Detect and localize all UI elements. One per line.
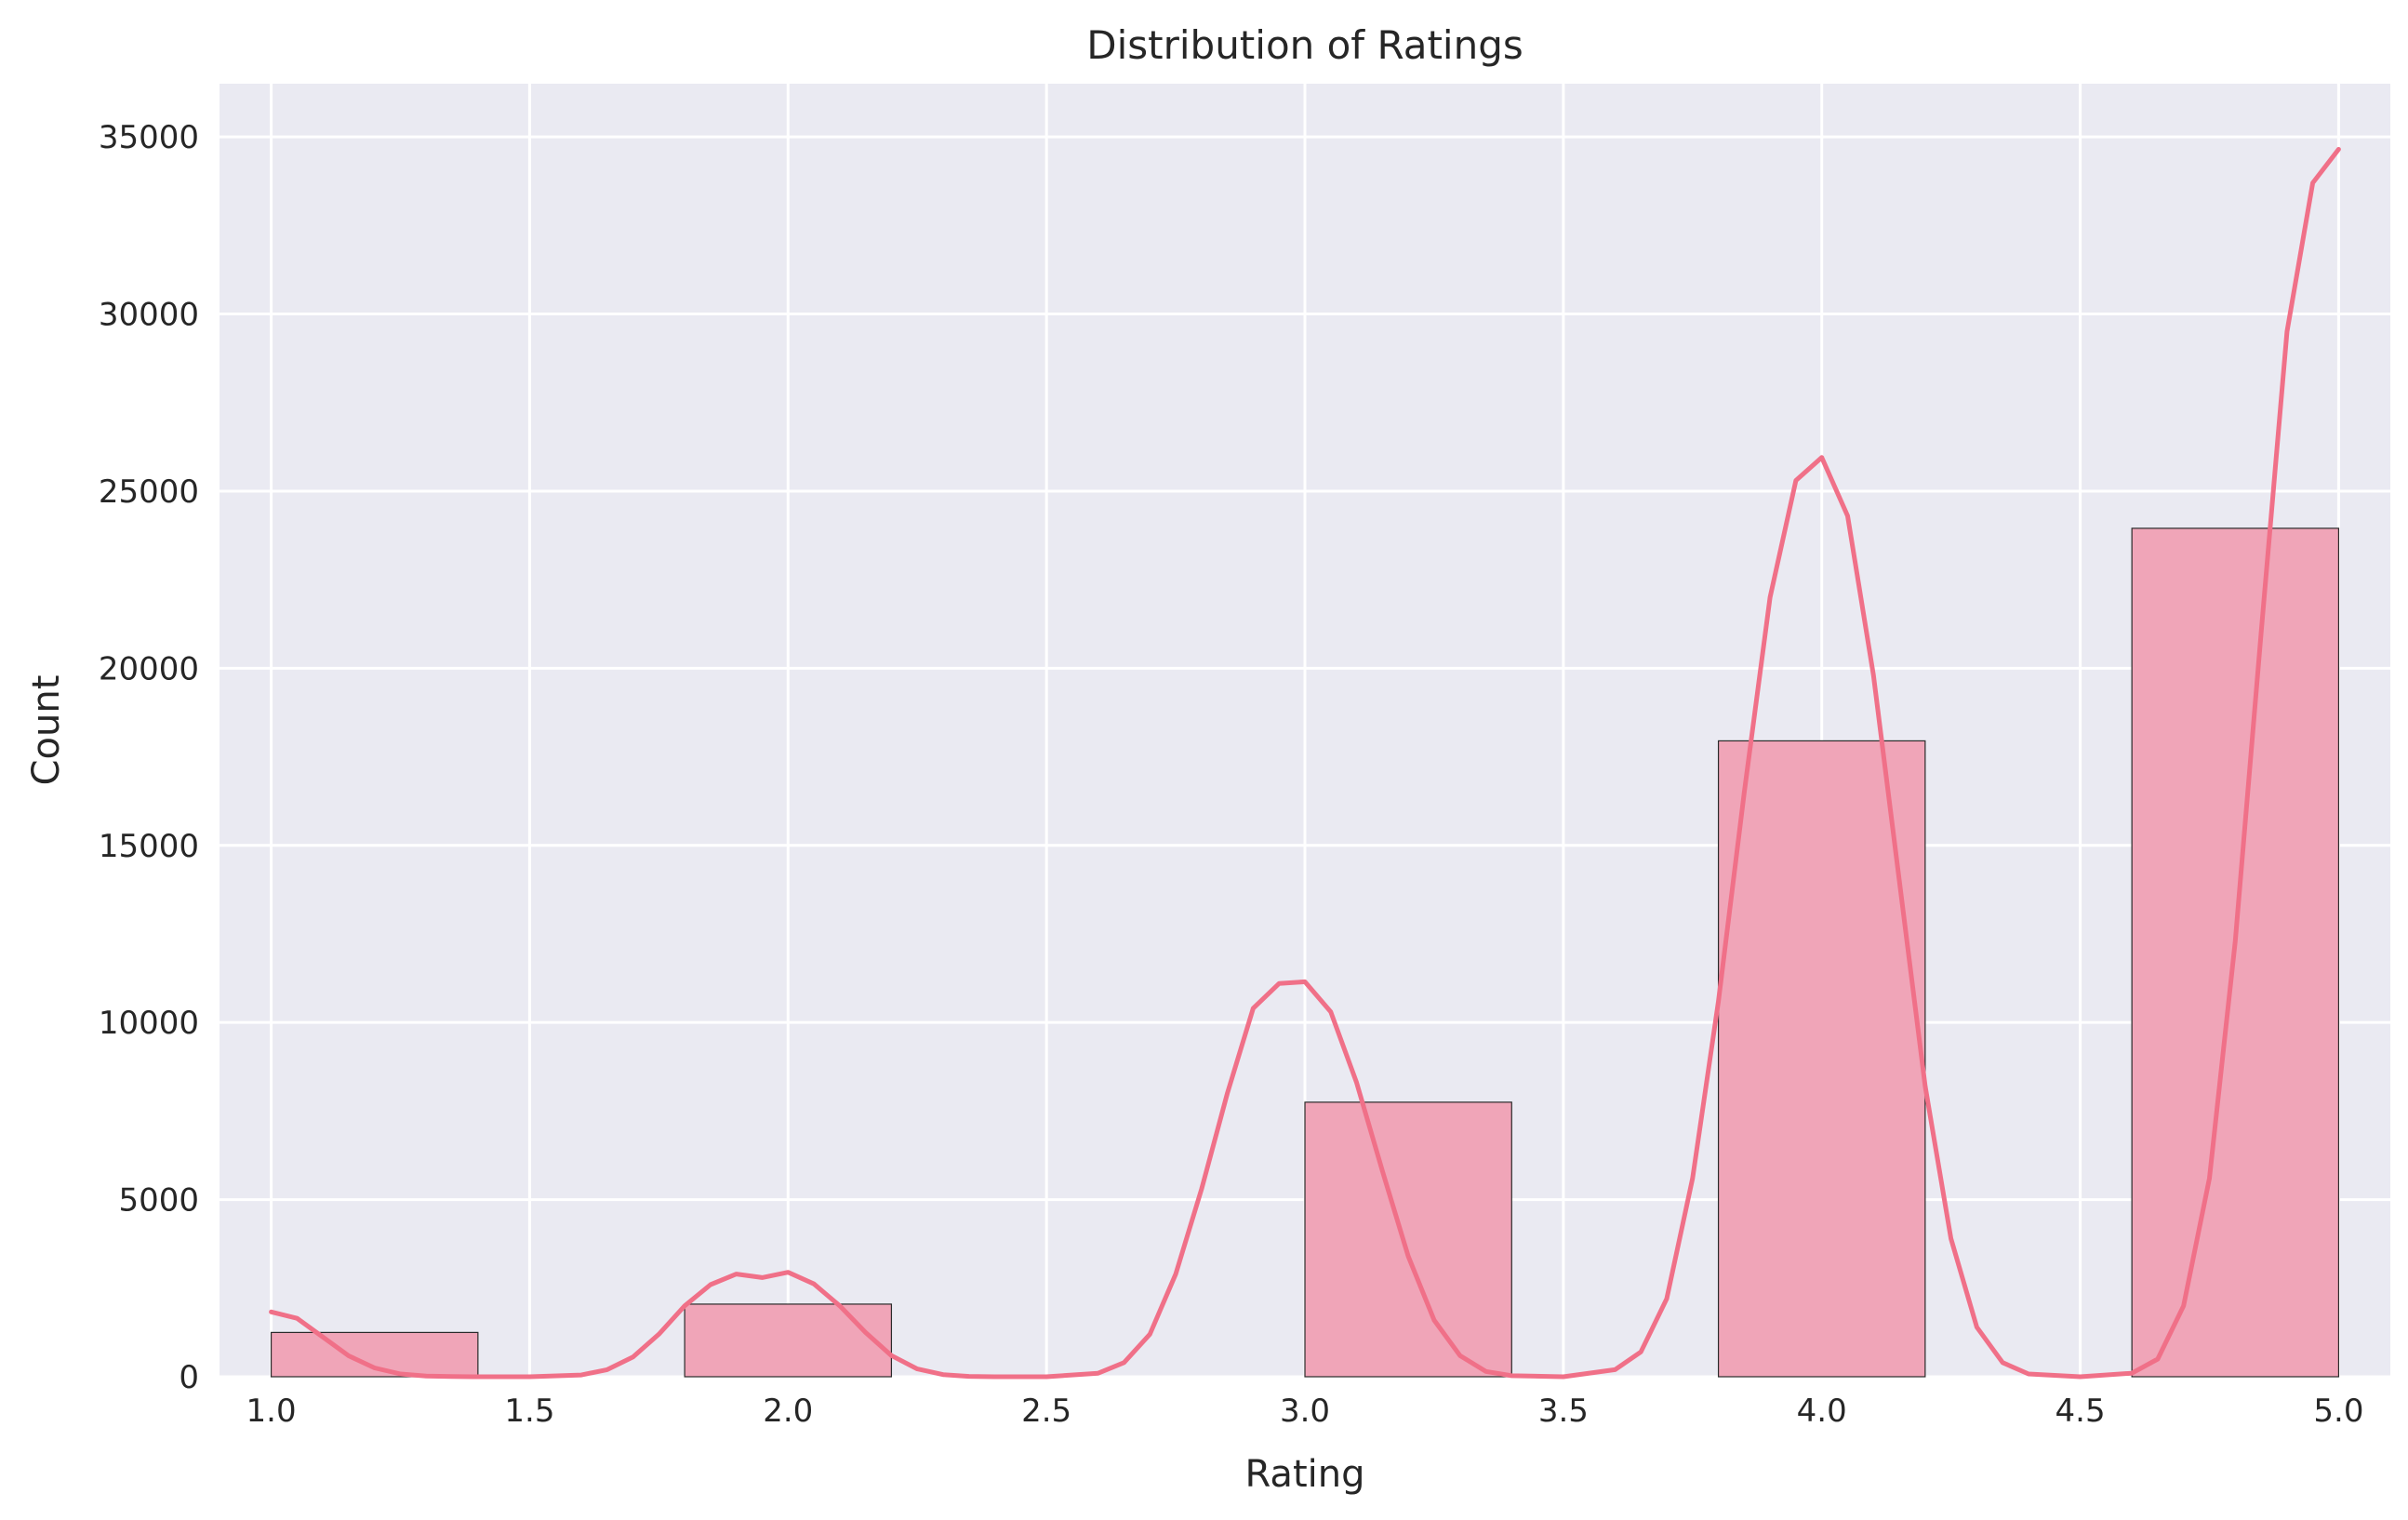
y-axis-ticks: 0 5000 10000 15000 20000 25000 30000 35000	[99, 119, 199, 1396]
x-tick-label: 3.5	[1538, 1393, 1589, 1430]
y-tick-label: 25000	[99, 473, 199, 511]
kde-curve-layer	[269, 147, 2341, 1380]
histogram-bar	[1717, 740, 1926, 1378]
x-tick-label: 2.5	[1021, 1393, 1071, 1430]
x-tick-label: 1.5	[504, 1393, 554, 1430]
y-tick-label: 20000	[99, 650, 199, 687]
y-tick-label: 35000	[99, 119, 199, 156]
x-tick-label: 2.0	[763, 1393, 813, 1430]
histogram-bar	[684, 1303, 893, 1378]
y-tick-label: 10000	[99, 1005, 199, 1042]
x-axis-ticks: 1.0 1.5 2.0 2.5 3.0 3.5 4.0 4.5 5.0	[246, 1393, 2364, 1430]
histogram-bar	[1304, 1101, 1512, 1378]
x-tick-label: 5.0	[2313, 1393, 2363, 1430]
kde-density-line	[269, 147, 2341, 1380]
y-tick-label: 5000	[118, 1182, 199, 1220]
y-tick-label: 0	[179, 1359, 199, 1396]
y-axis-label: Count	[25, 675, 68, 786]
chart-title: Distribution of Ratings	[1086, 22, 1523, 68]
x-tick-label: 4.5	[2055, 1393, 2106, 1430]
x-tick-label: 1.0	[246, 1393, 297, 1430]
y-tick-label: 30000	[99, 297, 199, 334]
x-tick-label: 4.0	[1797, 1393, 1847, 1430]
x-tick-label: 3.0	[1280, 1393, 1330, 1430]
x-axis-label: Rating	[1245, 1453, 1365, 1496]
y-tick-label: 15000	[99, 828, 199, 865]
